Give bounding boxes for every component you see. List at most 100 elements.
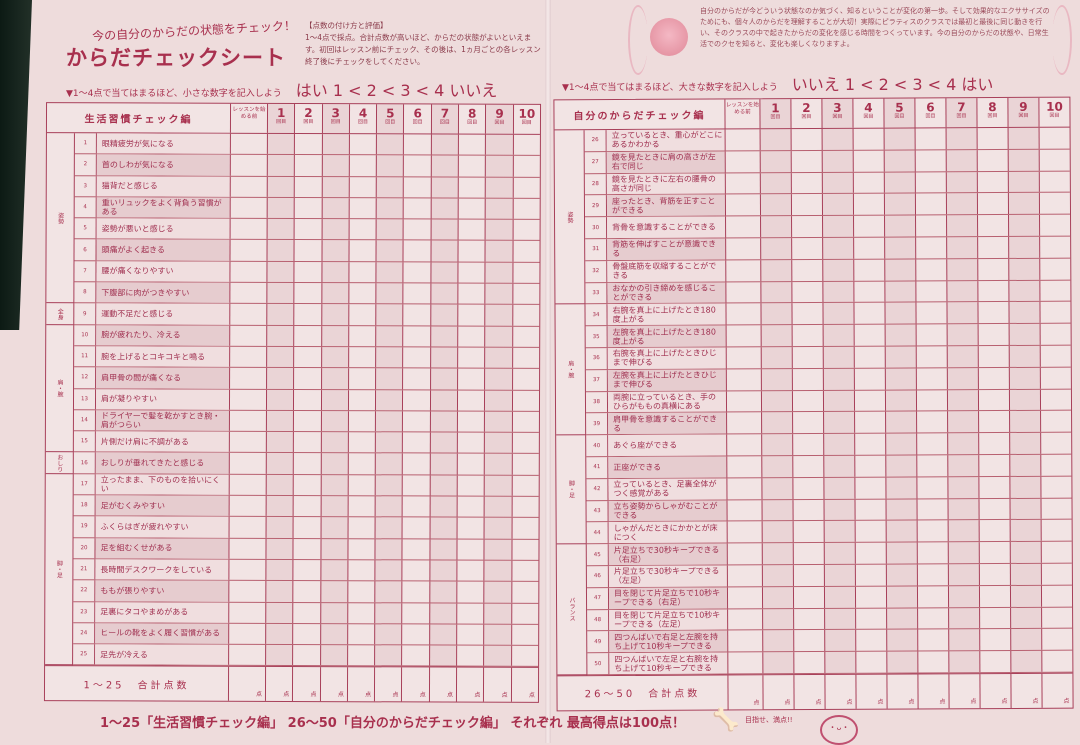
score-cell[interactable]: [483, 539, 512, 560]
score-cell[interactable]: [228, 389, 267, 410]
score-cell[interactable]: [793, 652, 825, 674]
score-cell[interactable]: [947, 455, 979, 477]
score-cell[interactable]: [791, 259, 823, 281]
total-cell[interactable]: 点: [979, 673, 1011, 709]
score-cell[interactable]: [374, 475, 403, 496]
score-cell[interactable]: [265, 432, 294, 453]
score-cell[interactable]: [511, 369, 540, 390]
score-cell[interactable]: [320, 517, 348, 538]
score-cell[interactable]: [852, 172, 884, 194]
score-cell[interactable]: [320, 432, 348, 453]
score-cell[interactable]: [854, 520, 886, 542]
score-cell[interactable]: [725, 325, 761, 347]
score-cell[interactable]: [321, 134, 349, 155]
score-cell[interactable]: [402, 432, 430, 453]
score-cell[interactable]: [978, 542, 1010, 564]
score-cell[interactable]: [457, 262, 485, 283]
score-cell[interactable]: [375, 219, 404, 240]
score-cell[interactable]: [484, 326, 512, 347]
score-cell[interactable]: [429, 603, 457, 624]
score-cell[interactable]: [725, 390, 762, 412]
score-cell[interactable]: [883, 150, 915, 172]
score-cell[interactable]: [1041, 650, 1073, 672]
score-cell[interactable]: [726, 587, 763, 608]
score-cell[interactable]: [511, 305, 540, 326]
score-cell[interactable]: [1010, 629, 1042, 651]
score-cell[interactable]: [266, 240, 294, 261]
score-cell[interactable]: [402, 411, 430, 432]
score-cell[interactable]: [760, 216, 792, 238]
total-cell[interactable]: 点: [428, 667, 457, 703]
score-cell[interactable]: [457, 155, 486, 177]
score-cell[interactable]: [456, 603, 484, 624]
score-cell[interactable]: [374, 538, 403, 560]
score-cell[interactable]: [977, 367, 1009, 389]
score-cell[interactable]: [760, 238, 792, 260]
score-cell[interactable]: [824, 651, 856, 673]
score-cell[interactable]: [229, 155, 267, 176]
score-cell[interactable]: [1038, 149, 1070, 171]
score-cell[interactable]: [512, 156, 540, 177]
score-cell[interactable]: [1009, 432, 1041, 454]
score-cell[interactable]: [293, 346, 321, 368]
score-cell[interactable]: [853, 324, 885, 346]
score-cell[interactable]: [347, 624, 375, 645]
score-cell[interactable]: [512, 198, 540, 220]
score-cell[interactable]: [1038, 193, 1071, 215]
score-cell[interactable]: [1039, 323, 1071, 345]
score-cell[interactable]: [822, 303, 854, 325]
score-cell[interactable]: [511, 432, 539, 454]
score-cell[interactable]: [978, 498, 1010, 520]
score-cell[interactable]: [822, 346, 854, 368]
score-cell[interactable]: [883, 172, 915, 194]
score-cell[interactable]: [854, 564, 886, 586]
score-cell[interactable]: [402, 389, 430, 411]
score-cell[interactable]: [759, 194, 792, 216]
score-cell[interactable]: [852, 150, 884, 172]
score-cell[interactable]: [402, 304, 431, 326]
score-cell[interactable]: [979, 651, 1011, 673]
score-cell[interactable]: [793, 630, 825, 652]
score-cell[interactable]: [1010, 607, 1042, 629]
score-cell[interactable]: [347, 474, 375, 496]
score-cell[interactable]: [1008, 236, 1040, 258]
score-cell[interactable]: [946, 302, 978, 324]
score-cell[interactable]: [726, 478, 762, 500]
score-cell[interactable]: [725, 303, 761, 325]
score-cell[interactable]: [265, 474, 294, 496]
score-cell[interactable]: [484, 347, 512, 369]
score-cell[interactable]: [510, 603, 539, 624]
score-cell[interactable]: [852, 128, 884, 150]
score-cell[interactable]: [348, 155, 377, 176]
score-cell[interactable]: [375, 240, 404, 262]
score-cell[interactable]: [319, 645, 348, 666]
score-cell[interactable]: [375, 368, 403, 389]
score-cell[interactable]: [402, 517, 430, 539]
score-cell[interactable]: [791, 303, 823, 325]
score-cell[interactable]: [402, 326, 431, 347]
score-cell[interactable]: [293, 368, 321, 389]
score-cell[interactable]: [822, 215, 854, 237]
score-cell[interactable]: [228, 431, 266, 453]
score-cell[interactable]: [727, 608, 763, 630]
score-cell[interactable]: [883, 128, 915, 150]
score-cell[interactable]: [977, 302, 1009, 324]
score-cell[interactable]: [402, 240, 431, 262]
score-cell[interactable]: [401, 581, 430, 603]
score-cell[interactable]: [854, 455, 886, 477]
score-cell[interactable]: [430, 283, 458, 304]
score-cell[interactable]: [822, 390, 855, 412]
score-cell[interactable]: [430, 155, 458, 177]
score-cell[interactable]: [347, 496, 375, 517]
score-cell[interactable]: [791, 237, 823, 259]
score-cell[interactable]: [429, 581, 457, 603]
score-cell[interactable]: [761, 456, 793, 478]
score-cell[interactable]: [429, 539, 457, 560]
score-cell[interactable]: [456, 411, 485, 432]
score-cell[interactable]: [266, 261, 294, 283]
score-cell[interactable]: [855, 608, 887, 630]
score-cell[interactable]: [321, 176, 349, 198]
score-cell[interactable]: [484, 368, 512, 390]
score-cell[interactable]: [886, 651, 918, 673]
score-cell[interactable]: [512, 219, 540, 241]
